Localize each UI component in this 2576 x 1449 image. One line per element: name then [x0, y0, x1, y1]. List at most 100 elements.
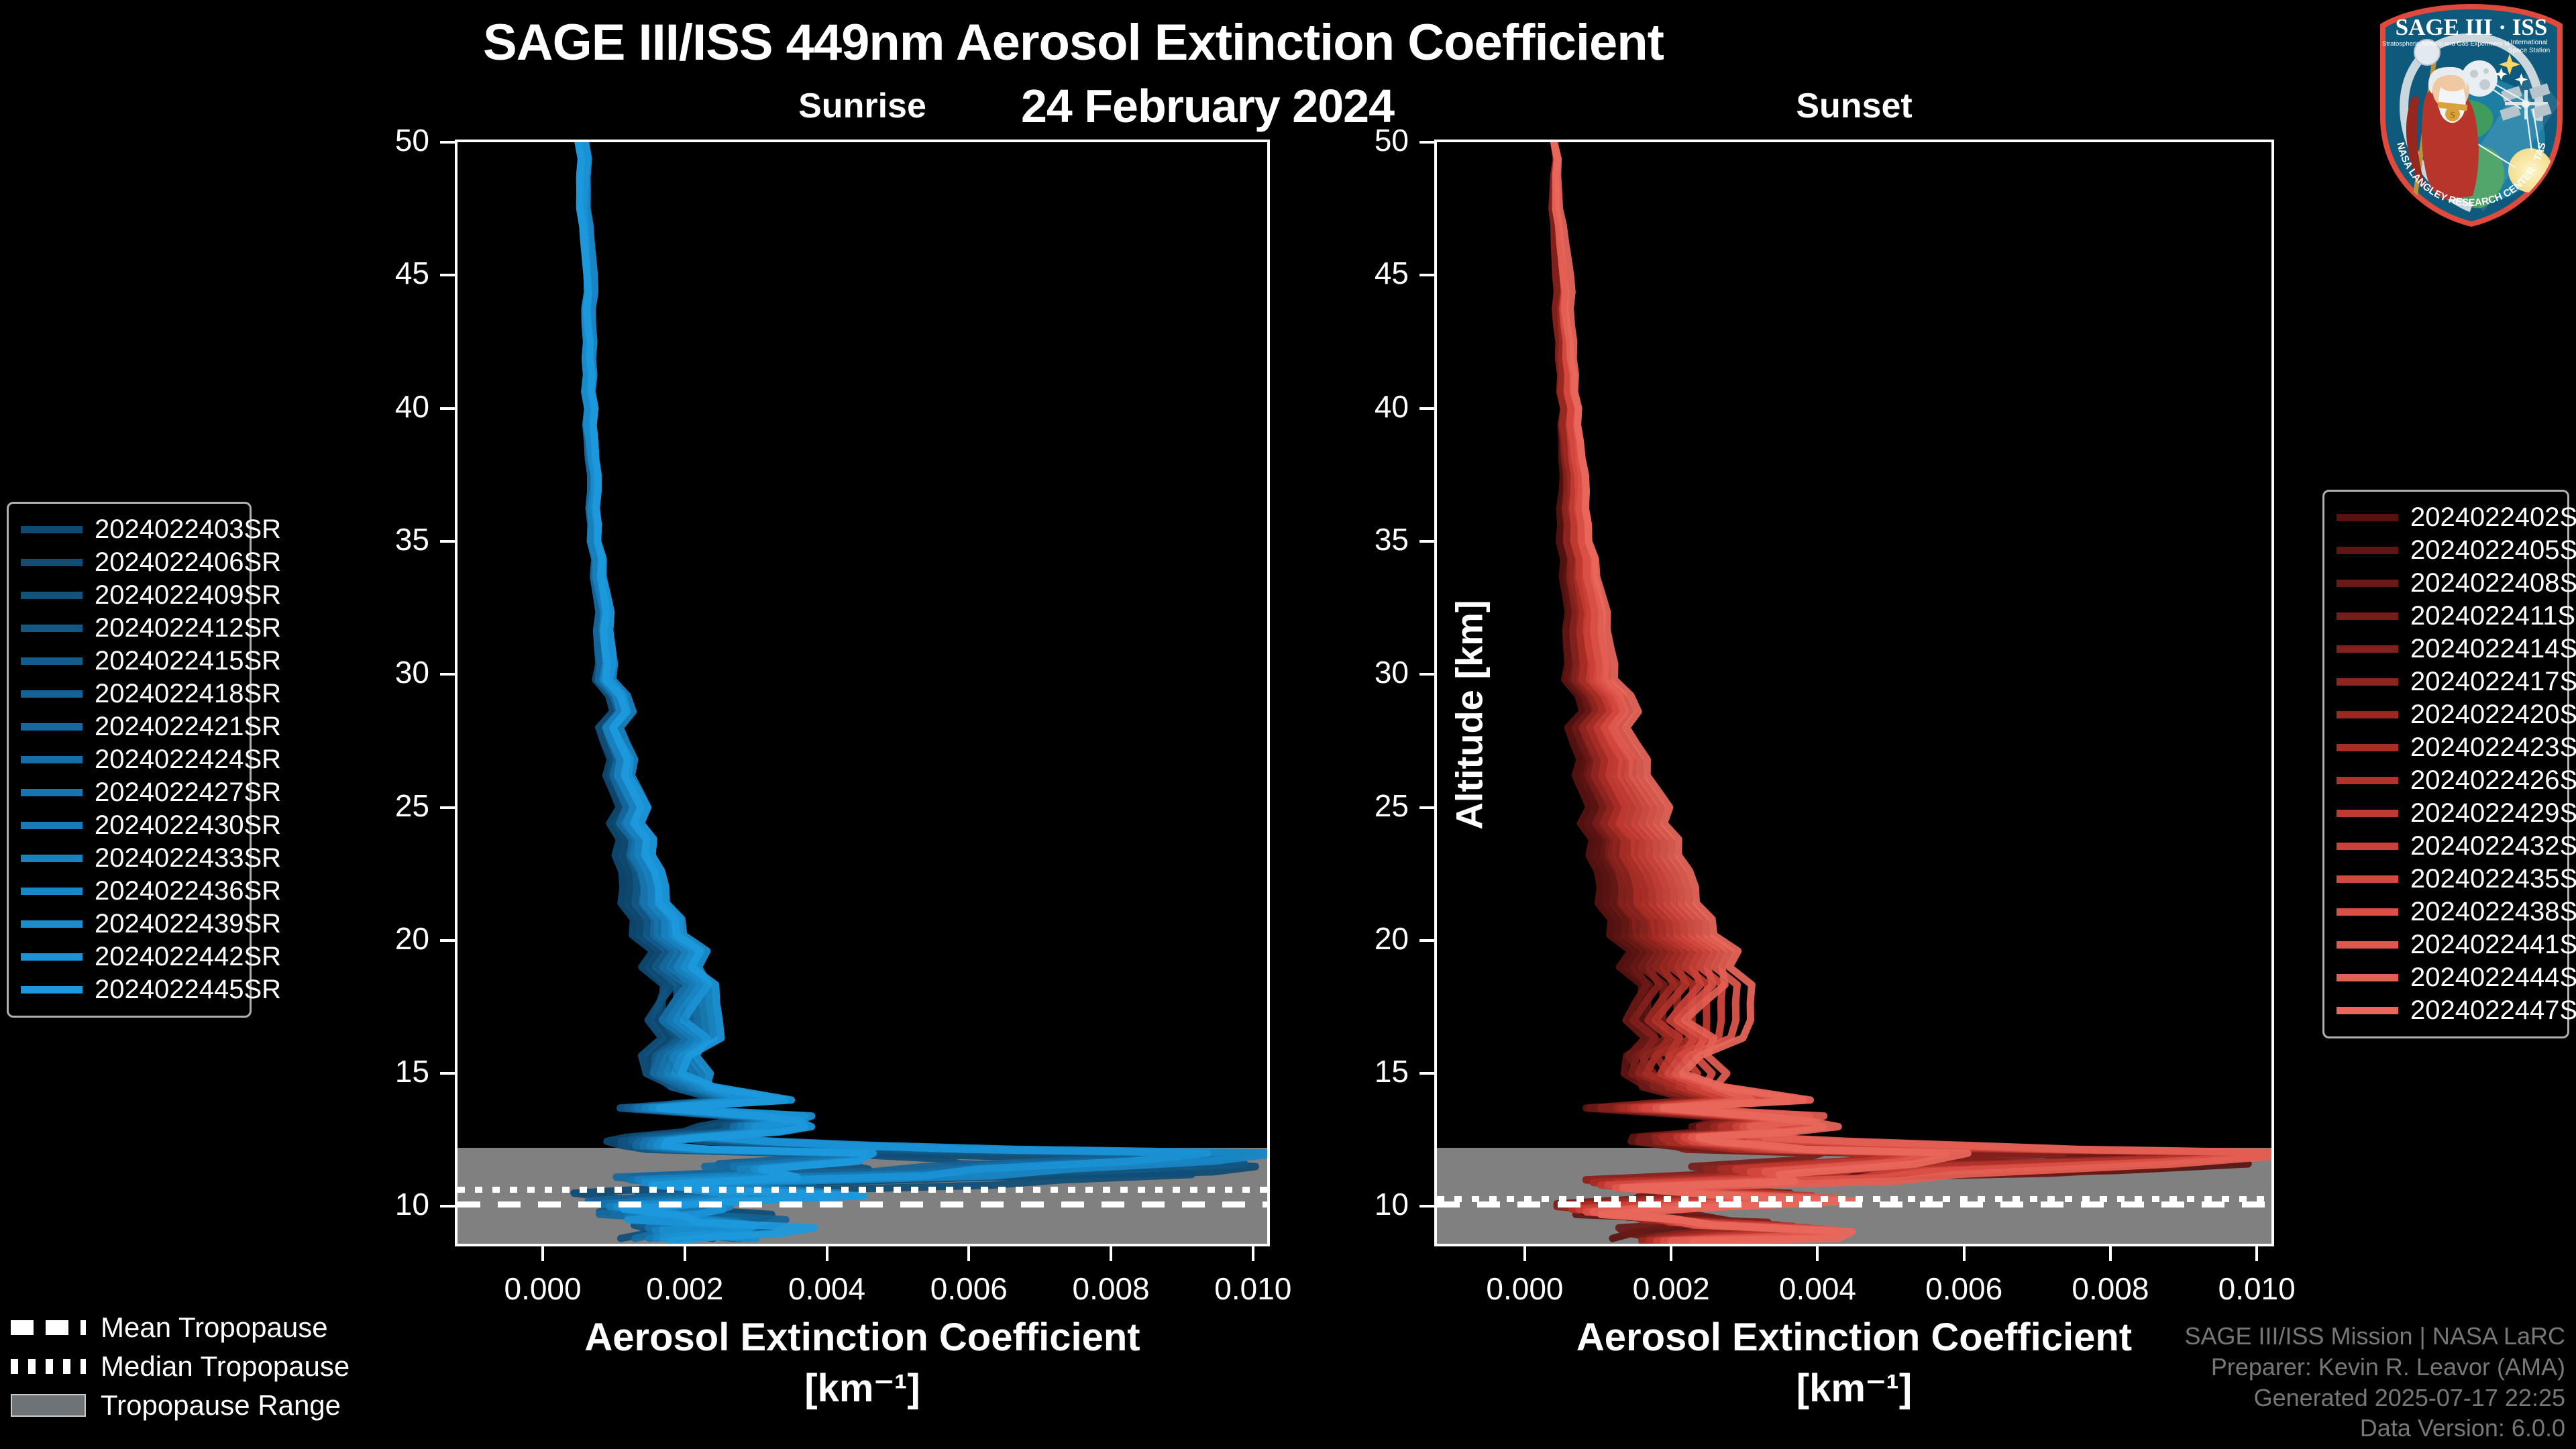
legend-item-2024022418SR[interactable]: 2024022418SR	[21, 678, 281, 710]
legend-item-2024022432SS[interactable]: 2024022432SS	[2337, 830, 2576, 863]
legend-item-2024022445SR[interactable]: 2024022445SR	[21, 973, 281, 1006]
legend-swatch-2024022420SS	[2337, 711, 2398, 718]
x-tick-sunrise-0.002	[683, 1246, 686, 1261]
legend-sunrise[interactable]: 2024022403SR 2024022406SR 2024022409SR 2024…	[7, 502, 281, 1018]
x-tick-label-sunrise-0.010: 0.010	[1214, 1271, 1292, 1306]
x-tick-sunrise-0.010	[1251, 1246, 1254, 1261]
x-tick-label-sunset-0.006: 0.006	[1925, 1271, 2003, 1306]
patch-subtitle-right-1: International	[2510, 39, 2547, 46]
y-tick-label-sunset-45: 45	[1374, 256, 1409, 291]
legend-item-2024022430SR[interactable]: 2024022430SR	[21, 809, 281, 842]
legend-item-2024022427SR[interactable]: 2024022427SR	[21, 776, 281, 809]
legend-swatch-2024022432SS	[2337, 843, 2398, 850]
legend-item-2024022408SS[interactable]: 2024022408SS	[2337, 567, 2576, 600]
legend-item-2024022444SS[interactable]: 2024022444SS	[2337, 961, 2576, 994]
x-tick-label-sunset-0.000: 0.000	[1486, 1271, 1564, 1306]
legend-item-2024022436SR[interactable]: 2024022436SR	[21, 875, 281, 908]
legend-label-2024022421SR: 2024022421SR	[95, 712, 282, 741]
moon-crater-1	[2470, 70, 2478, 78]
legend-item-2024022406SR[interactable]: 2024022406SR	[21, 546, 281, 579]
profile-curves-sunrise	[570, 142, 1267, 1244]
y-tick-label-sunset-15: 15	[1374, 1054, 1409, 1089]
legend-item-2024022402SS[interactable]: 2024022402SS	[2337, 501, 2576, 534]
legend-swatch-2024022409SR	[21, 592, 83, 599]
legend-item-2024022423SS[interactable]: 2024022423SS	[2337, 731, 2576, 764]
patch-subtitle-left: Stratospheric Aerosol and Gas Experiment…	[2382, 40, 2510, 48]
legend-item-2024022439SR[interactable]: 2024022439SR	[21, 908, 281, 941]
legend-label-2024022408SS: 2024022408SS	[2410, 568, 2576, 598]
legend-item-2024022441SS[interactable]: 2024022441SS	[2337, 928, 2576, 961]
legend-item-2024022409SR[interactable]: 2024022409SR	[21, 579, 281, 612]
legend-swatch-2024022447SS	[2337, 1007, 2398, 1014]
sage3-iss-mission-patch-logo: S SAGE III · ISS Stratospheric Aerosol a…	[2371, 3, 2563, 227]
legend-item-2024022412SR[interactable]: 2024022412SR	[21, 612, 281, 645]
legend-swatch-2024022408SS	[2337, 580, 2398, 587]
legend-row-median-tropopause: Median Tropopause	[11, 1347, 360, 1386]
atlas-figure-icon: S	[2406, 39, 2479, 207]
footer-line-generated: Generated 2025-07-17 22:25	[2253, 1383, 2565, 1411]
median-tropopause-label: Median Tropopause	[101, 1350, 350, 1382]
x-axis-label-sunset: Aerosol Extinction Coefficient	[1434, 1315, 2274, 1360]
legend-item-2024022438SS[interactable]: 2024022438SS	[2337, 896, 2576, 928]
legend-sunset[interactable]: 2024022402SS2024022405SS2024022408SS2024…	[2322, 490, 2576, 1038]
plot-area-sunset	[1434, 140, 2274, 1246]
x-tick-label-sunrise-0.006: 0.006	[930, 1271, 1008, 1306]
y-tick-sunrise-45	[440, 274, 455, 277]
legend-item-2024022421SR[interactable]: 2024022421SR	[21, 710, 281, 743]
legend-item-2024022442SR[interactable]: 2024022442SR	[21, 941, 281, 973]
median-tropopause-line	[458, 1186, 1267, 1193]
legend-item-2024022411SS[interactable]: 2024022411SS	[2337, 600, 2576, 633]
legend-swatch-2024022417SS	[2337, 678, 2398, 686]
legend-label-2024022442SR: 2024022442SR	[95, 942, 282, 971]
legend-swatch-2024022423SS	[2337, 744, 2398, 751]
y-tick-sunset-35	[1419, 539, 1434, 543]
y-tick-label-sunset-40: 40	[1374, 388, 1409, 424]
legend-item-2024022415SR[interactable]: 2024022415SR	[21, 645, 281, 678]
legend-label-2024022426SS: 2024022426SS	[2410, 765, 2576, 795]
legend-item-2024022403SR[interactable]: 2024022403SR	[21, 513, 281, 546]
legend-label-2024022429SS: 2024022429SS	[2410, 798, 2576, 828]
footer-line-preparer: Preparer: Kevin R. Leavor (AMA)	[2210, 1352, 2565, 1381]
legend-label-2024022411SS: 2024022411SS	[2410, 601, 2576, 631]
legend-label-2024022403SR: 2024022403SR	[95, 515, 282, 544]
legend-item-2024022426SS[interactable]: 2024022426SS	[2337, 764, 2576, 797]
legend-item-2024022435SS[interactable]: 2024022435SS	[2337, 863, 2576, 896]
legend-item-2024022429SS[interactable]: 2024022429SS	[2337, 797, 2576, 830]
plot-inner-sunset	[1437, 142, 2271, 1244]
y-tick-sunrise-15	[440, 1072, 455, 1075]
legend-swatch-2024022438SS	[2337, 908, 2398, 916]
y-tick-label-sunrise-25: 25	[394, 788, 429, 823]
footer-line-data-version: Data Version: 6.0.0	[2359, 1414, 2565, 1442]
legend-swatch-2024022439SR	[21, 920, 83, 928]
legend-item-2024022433SR[interactable]: 2024022433SR	[21, 842, 281, 875]
legend-label-2024022424SR: 2024022424SR	[95, 745, 282, 774]
legend-item-2024022417SS[interactable]: 2024022417SS	[2337, 665, 2576, 698]
legend-item-2024022405SS[interactable]: 2024022405SS	[2337, 534, 2576, 567]
footer-line-mission: SAGE III/ISS Mission | NASA LaRC	[2184, 1322, 2565, 1350]
x-axis-label-text-sunset: Aerosol Extinction Coefficient	[1576, 1316, 2133, 1359]
legend-item-2024022447SS[interactable]: 2024022447SS	[2337, 994, 2576, 1027]
legend-row-tropopause-range: Tropopause Range	[11, 1386, 360, 1425]
legend-label-2024022439SR: 2024022439SR	[95, 909, 282, 938]
y-tick-sunrise-10	[440, 1205, 455, 1208]
x-tick-sunrise-0.006	[967, 1246, 971, 1261]
mean-tropopause-label: Mean Tropopause	[101, 1311, 328, 1343]
legend-label-2024022433SR: 2024022433SR	[95, 843, 282, 873]
x-tick-sunrise-0.008	[1110, 1246, 1113, 1261]
legend-item-2024022424SR[interactable]: 2024022424SR	[21, 743, 281, 776]
legend-swatch-2024022442SR	[21, 953, 83, 961]
mean-tropopause-line	[1437, 1201, 2271, 1208]
y-tick-label-sunrise-35: 35	[394, 521, 429, 557]
y-tick-label-sunrise-40: 40	[394, 388, 429, 424]
star-small-icon-2	[2515, 73, 2528, 86]
legend-swatch-2024022424SR	[21, 756, 83, 763]
y-tick-sunrise-20	[440, 938, 455, 942]
y-tick-label-sunset-35: 35	[1374, 521, 1409, 557]
panel-title-sunset: Sunset	[1796, 87, 1913, 125]
y-tick-label-sunrise-20: 20	[394, 920, 429, 956]
x-tick-sunset-0.002	[1670, 1246, 1673, 1261]
x-axis-label-sunrise: Aerosol Extinction Coefficient	[455, 1315, 1270, 1360]
legend-label-2024022423SS: 2024022423SS	[2410, 733, 2576, 762]
legend-item-2024022414SS[interactable]: 2024022414SS	[2337, 633, 2576, 665]
legend-item-2024022420SS[interactable]: 2024022420SS	[2337, 698, 2576, 731]
